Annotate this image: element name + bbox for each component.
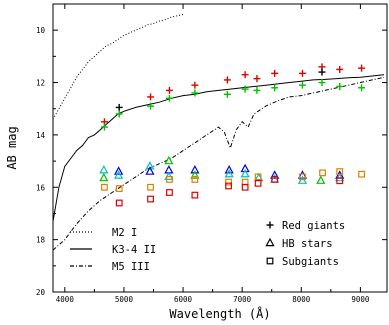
plot-frame [52,3,388,293]
hb-stars-point [224,168,234,178]
legend-marker-square [266,257,274,265]
red-giants-point [253,75,261,83]
y-tick-label: 14 [36,131,46,140]
subgiants-point [115,199,123,207]
hb-stars-point [240,168,250,178]
red-giants-point [115,110,123,118]
subgiants-point [299,173,306,181]
red-giants-point [191,81,199,89]
hb-stars-point [99,172,109,182]
legend-marker-triangle [265,237,275,247]
subgiants-point [147,183,154,191]
x-tick-label: 9000 [351,295,370,304]
red-giants-point [241,71,249,79]
red-giants-point [165,94,173,102]
spectrum-m5-iii [52,76,385,251]
red-giants-point [223,90,231,98]
subgiants-point [358,170,365,178]
hb-stars-point [114,166,124,175]
legend-spectrum-label: K3-4 II [112,244,156,256]
x-tick-label: 4000 [56,295,75,304]
subgiants-point [254,179,262,187]
spectrum-m2-i [52,14,184,120]
y-tick-label: 10 [36,26,46,35]
legend-spectrum-label: M5 III [112,261,150,273]
hb-stars-point [316,175,326,184]
hb-stars-point [190,165,200,174]
legend-marker-plus [266,221,274,229]
subgiants-point [191,191,199,199]
y-tick-label: 12 [36,79,45,88]
x-axis: 4000 5000 6000 7000 8000 9000 [56,4,370,304]
x-axis-label: Wavelength (Å) [169,306,270,321]
hb-stars-point [297,170,308,179]
y-axis-label: AB mag [5,126,19,169]
legend-spectrum-label: M2 I [112,227,137,239]
y-tick-label: 20 [36,288,46,297]
subgiants-point [115,185,123,192]
red-giants-point [298,69,306,77]
subgiants-point [319,169,326,177]
subgiants-point [101,183,108,191]
hb-stars-point [114,170,124,179]
subgiants-point [166,189,173,196]
spectrum-k3-4-ii [52,74,385,222]
subgiants-point [191,176,199,183]
red-giants-point [271,84,279,92]
hb-stars-point [190,170,200,179]
y-tick-label: 18 [36,236,46,245]
subgiants-point [254,173,262,181]
hb-stars-point [99,165,109,174]
subgiants-point [336,177,344,185]
red-giants-point [336,82,344,90]
legend-series-label: Red giants [282,220,345,232]
hb-stars-point [224,165,234,174]
spectra-legend: M2 I K3-4 II M5 III [70,227,156,273]
data-points [99,63,366,207]
spectra-lines [52,14,385,251]
series-legend: Red giants HB stars Subgiants [265,220,345,268]
x-tick-label: 8000 [292,295,311,304]
red-giants-point [318,68,326,76]
x-tick-label: 7000 [233,295,252,304]
red-giants-point [147,93,155,101]
red-giants-point [271,69,279,77]
red-giants-point [336,65,344,73]
red-giants-point [318,79,326,87]
red-giants-point [223,76,231,84]
hb-stars-point [164,155,174,165]
x-tick-label: 6000 [174,295,193,304]
subgiants-point [336,168,344,175]
subgiants-point [225,178,232,186]
subgiants-point [147,195,154,203]
hb-stars-point [240,163,250,173]
red-giants-point [115,103,123,111]
subgiants-point [225,182,232,190]
red-giants-point [191,89,199,97]
red-giants-point [358,64,366,72]
hb-stars-point [145,166,155,175]
hb-stars-point [270,170,280,179]
subgiants-point [271,176,279,183]
legend-series-label: Subgiants [282,256,339,268]
red-giants-point [253,86,261,94]
red-giants-point [241,85,249,93]
red-giants-point [298,81,306,89]
subgiants-point [166,176,173,183]
red-giants-point [165,86,173,94]
legend-series-label: HB stars [282,238,333,250]
y-tick-label: 16 [36,183,46,192]
red-giants-point [100,123,108,131]
red-giants-point [358,84,366,92]
subgiants-point [241,183,249,191]
hb-stars-point [145,161,155,170]
x-tick-label: 5000 [115,295,134,304]
y-axis: 10 12 14 16 18 20 [36,26,387,297]
red-giants-point [147,102,155,110]
